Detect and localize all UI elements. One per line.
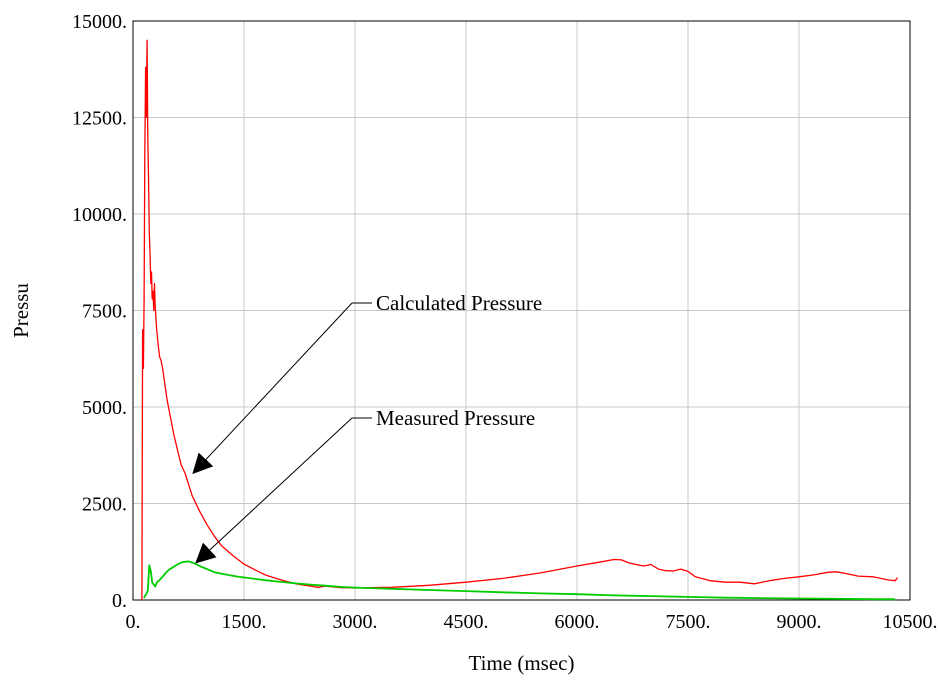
- x-axis-ticks: 0. 1500. 3000. 4500. 6000. 7500. 9000. 10500.: [126, 611, 938, 633]
- y-axis-ticks: 0. 2500. 5000. 7500. 10000. 12500. 15000.: [72, 11, 127, 612]
- plot-area-frame: [132, 20, 911, 601]
- y-tick-label: 12500.: [72, 108, 127, 130]
- y-tick-label: 10000.: [72, 204, 127, 226]
- x-tick-label: 4500.: [444, 611, 489, 633]
- x-tick-label: 0.: [126, 611, 141, 633]
- annotations-layer: Calculated Pressure Measured Pressure: [192, 291, 542, 564]
- x-tick-label: 9000.: [777, 611, 822, 633]
- annotation-arrow: [195, 417, 353, 564]
- annotation-arrow: [192, 302, 353, 475]
- series-line-measured-pressure: [143, 560, 896, 601]
- annotation-label: Calculated Pressure: [376, 291, 542, 315]
- grid-lines: [132, 20, 911, 601]
- x-tick-label: 1500.: [222, 611, 267, 633]
- y-axis-title: Pressu: [9, 283, 33, 338]
- y-tick-label: 0.: [112, 590, 127, 612]
- series-layer: [141, 39, 898, 601]
- annotation-label: Measured Pressure: [376, 406, 535, 430]
- y-tick-label: 5000.: [82, 397, 127, 419]
- y-tick-label: 2500.: [82, 494, 127, 516]
- x-tick-label: 7500.: [666, 611, 711, 633]
- x-axis-title: Time (msec): [469, 651, 575, 675]
- y-tick-label: 7500.: [82, 301, 127, 323]
- y-tick-label: 15000.: [72, 11, 127, 33]
- x-tick-label: 10500.: [883, 611, 938, 633]
- x-tick-label: 3000.: [333, 611, 378, 633]
- series-line-calculated-pressure: [141, 39, 898, 601]
- x-tick-label: 6000.: [555, 611, 600, 633]
